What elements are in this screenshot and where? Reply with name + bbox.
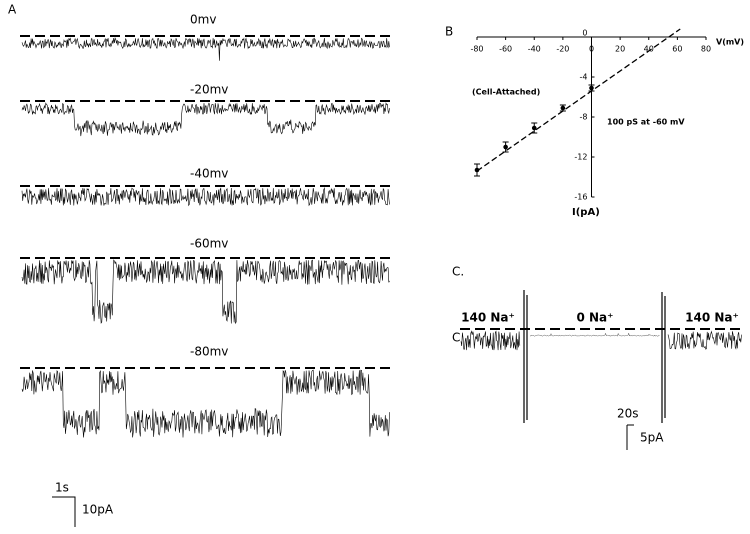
x-tick-label: 40 (644, 45, 654, 54)
trace (21, 369, 390, 438)
scale-label: 5pA (640, 431, 664, 445)
y-tick-label: -8 (580, 113, 588, 122)
y-tick-label: -16 (574, 193, 587, 202)
trace-label: 0mv (190, 13, 216, 27)
trace (21, 37, 390, 61)
y-tick-label: -4 (580, 73, 588, 82)
panel-label: A (8, 3, 17, 17)
panel-label: B (445, 25, 453, 39)
y-tick-label: -12 (574, 153, 587, 162)
y-tick-label: 0 (582, 29, 587, 38)
annotation: (Cell-Attached) (472, 88, 540, 97)
fit-line (476, 28, 681, 172)
trace (21, 259, 390, 325)
trace-label: -80mv (190, 345, 228, 359)
scale-label: 1s (55, 481, 69, 495)
trace-label: -60mv (190, 237, 228, 251)
x-tick-label: -40 (528, 45, 541, 54)
trace-label: -40mv (190, 167, 228, 181)
x-tick-label: 80 (701, 45, 711, 54)
scale-label: 10pA (82, 503, 114, 517)
point (503, 144, 508, 150)
x-axis-label: V(mV) (716, 38, 744, 47)
point (560, 105, 566, 111)
trace (21, 187, 390, 207)
condition-label: 140 Na⁺ (461, 311, 515, 325)
scale-bar (626, 424, 634, 450)
point (474, 167, 480, 173)
trace-label: -20mv (190, 83, 228, 97)
annotation: 100 pS at -60 mV (607, 118, 685, 127)
y-axis-label: I(pA) (572, 207, 600, 218)
x-tick-label: 60 (672, 45, 682, 54)
panel-marker: C (452, 331, 460, 345)
condition-label: 0 Na⁺ (576, 311, 613, 325)
trace (667, 330, 742, 350)
scale-label: 20s (617, 407, 639, 421)
trace (529, 332, 660, 337)
trace (21, 102, 390, 137)
x-tick-label: -80 (470, 45, 483, 54)
panel-label: C. (452, 265, 464, 279)
x-tick-label: -60 (499, 45, 512, 54)
trace (460, 330, 521, 351)
trace (523, 290, 666, 423)
x-tick-label: 20 (615, 45, 625, 54)
x-tick-label: 0 (589, 45, 594, 54)
x-tick-label: -20 (556, 45, 569, 54)
scale-bar (52, 496, 76, 527)
condition-label: 140 Na⁺ (685, 311, 739, 325)
point (531, 125, 537, 131)
point (589, 85, 594, 91)
